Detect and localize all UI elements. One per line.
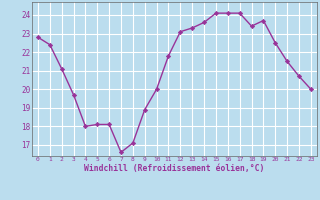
X-axis label: Windchill (Refroidissement éolien,°C): Windchill (Refroidissement éolien,°C) [84, 164, 265, 173]
